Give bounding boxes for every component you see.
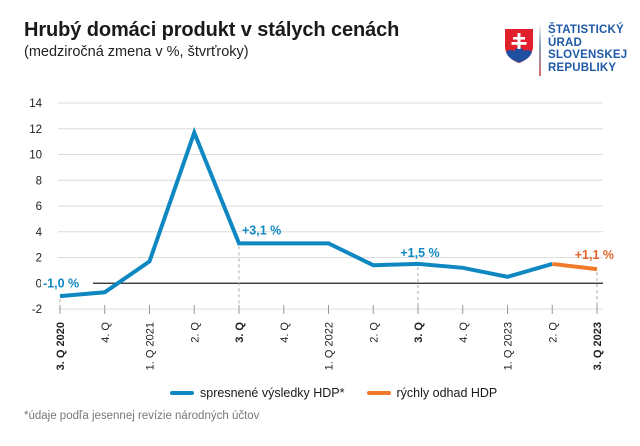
x-tick-label: 4. Q (458, 322, 470, 343)
data-label: +3,1 % (242, 223, 281, 237)
x-axis-ticks: 3. Q 2020 4. Q 1. Q 2021 2. Q 3. Q 4. Q 1. Q 2… (55, 305, 604, 370)
x-tick-label: 3. Q 2023 (592, 322, 604, 370)
logo-text: ŠTATISTICKÝ ÚRAD SLOVENSKEJ REPUBLIKY (548, 24, 627, 74)
y-tick-label: 12 (29, 124, 42, 136)
x-tick-label: 3. Q (234, 322, 246, 343)
series-lines (59, 126, 598, 299)
annotation-bg (41, 275, 93, 291)
logo-line: SLOVENSKEJ (548, 49, 628, 62)
annotations: -1,0 % +3,1 % +1,5 % +1,1 % (41, 223, 614, 291)
data-label: +1,5 % (400, 246, 439, 260)
y-tick-label: 8 (36, 175, 42, 187)
y-tick-label: 10 (29, 150, 42, 162)
data-label: +1,1 % (575, 248, 614, 262)
gridlines (58, 102, 603, 310)
legend-label: rýchly odhad HDP (396, 386, 498, 400)
data-label: -1,0 % (43, 276, 79, 290)
series-line-flash (552, 261, 598, 272)
x-tick-label: 4. Q (279, 322, 291, 343)
gdp-line-chart: -2 0 2 4 6 8 10 12 14 3. Q 2020 4. Q 1. Q 2021 2. Q… (29, 98, 614, 370)
legend-swatch-orange (366, 391, 391, 395)
y-tick-label: -2 (32, 304, 42, 316)
y-axis-ticks: -2 0 2 4 6 8 10 12 14 (29, 98, 42, 316)
y-tick-label: 6 (36, 201, 42, 213)
x-tick-label: 1. Q 2021 (145, 322, 157, 370)
logo-line: ÚRAD (548, 36, 583, 49)
y-tick-label: 0 (36, 278, 42, 290)
series-line-revised (59, 126, 553, 299)
logo-line: ŠTATISTICKÝ (548, 24, 624, 36)
x-tick-label: 1. Q 2023 (503, 322, 515, 370)
y-tick-label: 2 (36, 253, 42, 265)
x-tick-label: 2. Q (368, 322, 380, 343)
chart-title: Hrubý domáci produkt v stálych cenách (24, 19, 400, 41)
susr-logo: ŠTATISTICKÝ ÚRAD SLOVENSKEJ REPUBLIKY (504, 24, 634, 76)
legend-label: spresnené výsledky HDP* (200, 386, 345, 400)
x-tick-label: 3. Q (413, 322, 425, 343)
logo-divider (539, 24, 541, 76)
x-tick-label: 2. Q (189, 322, 201, 343)
y-tick-label: 4 (36, 227, 43, 239)
x-tick-label: 2. Q (547, 322, 559, 343)
chart-subtitle: (medziročná zmena v %, štvrťroky) (24, 44, 249, 60)
footnote: *údaje podľa jesennej revízie národných … (24, 410, 260, 422)
logo-line: REPUBLIKY (548, 61, 617, 74)
legend-item-revised: spresnené výsledky HDP* (170, 386, 345, 400)
y-tick-label: 14 (29, 98, 42, 110)
legend-item-flash: rýchly odhad HDP (366, 386, 498, 400)
x-tick-label: 3. Q 2020 (55, 322, 67, 370)
x-tick-label: 1. Q 2022 (324, 322, 336, 370)
slovak-coat-of-arms-icon (505, 29, 533, 63)
x-tick-label: 4. Q (100, 322, 112, 343)
chart-legend: spresnené výsledky HDP* rýchly odhad HDP (170, 386, 519, 400)
legend-swatch-blue (170, 391, 194, 395)
